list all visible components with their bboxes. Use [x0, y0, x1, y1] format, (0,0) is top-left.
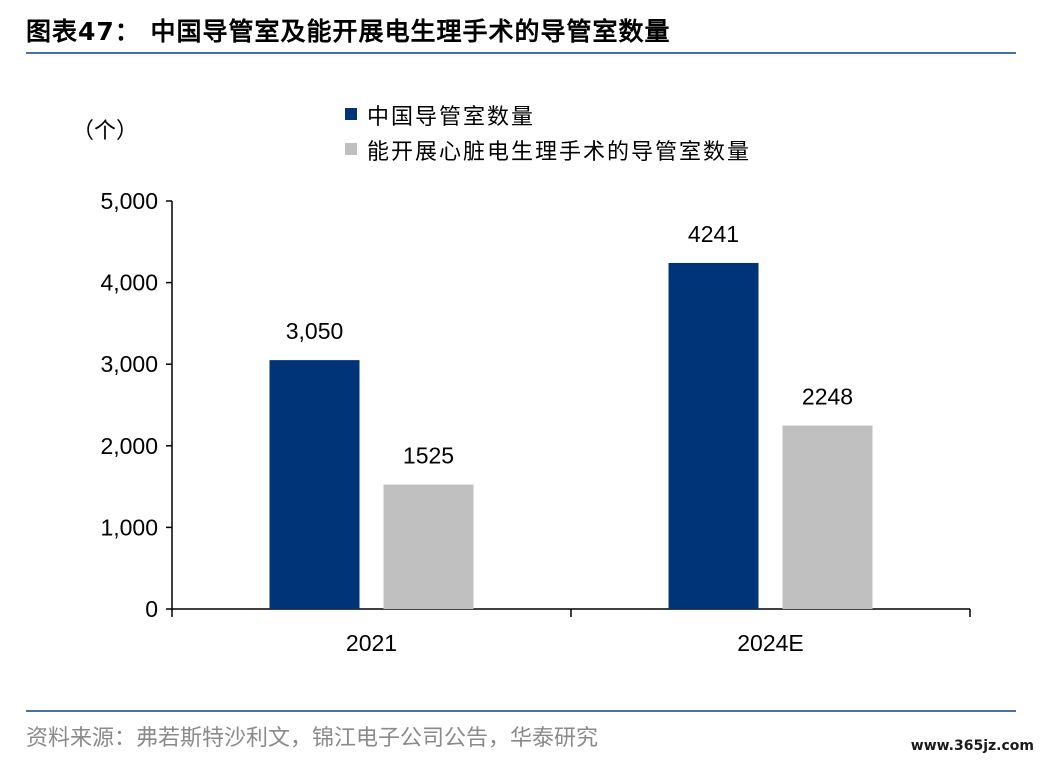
bar-data-label: 3,050 [286, 318, 344, 344]
y-tick-label: 2,000 [100, 433, 158, 459]
bar [269, 360, 360, 609]
legend-label: 能开展心脏电生理手术的导管室数量 [367, 140, 751, 165]
legend-swatch [345, 143, 357, 155]
bar [668, 262, 759, 609]
figure-title: 图表47： 中国导管室及能开展电生理手术的导管室数量 [26, 17, 671, 46]
y-tick-label: 1,000 [100, 514, 158, 540]
x-tick-label: 2021 [346, 630, 397, 656]
bar-data-label: 1525 [403, 443, 454, 469]
chart-data-labels: 3,050 1525 4241 2248 [286, 221, 853, 469]
y-tick-label: 5,000 [100, 188, 158, 214]
footer-divider [26, 710, 1016, 712]
watermark: www.365jz.com [910, 738, 1034, 754]
source-note: 资料来源：弗若斯特沙利文，锦江电子公司公告，华泰研究 [26, 726, 599, 751]
y-unit-label: （个） [72, 119, 138, 144]
chart-bars [269, 262, 873, 609]
y-tick-label: 4,000 [100, 270, 158, 296]
y-tick-label: 0 [145, 596, 158, 622]
bar [782, 425, 873, 609]
bar-data-label: 4241 [688, 221, 739, 247]
bar [383, 484, 474, 609]
x-tick-label: 2024E [737, 630, 804, 656]
legend-label: 中国导管室数量 [367, 105, 535, 130]
y-tick-label: 3,000 [100, 351, 158, 377]
bar-data-label: 2248 [802, 384, 853, 410]
legend-swatch [345, 108, 357, 120]
title-divider [26, 52, 1016, 54]
